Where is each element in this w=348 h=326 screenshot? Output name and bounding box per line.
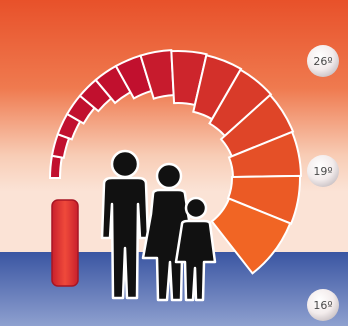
man-figure <box>100 149 150 300</box>
arc-segment <box>210 197 292 275</box>
temperature-bar-icon <box>51 199 79 287</box>
heating-arc-gauge-icon <box>48 49 302 275</box>
woman-figure <box>141 162 198 302</box>
temp-scale-mid: 19º <box>307 155 339 187</box>
temp-label-high: 26º <box>313 55 332 68</box>
temp-label-low: 16º <box>313 299 332 312</box>
child-figure <box>174 196 217 302</box>
arc-segment <box>48 154 63 179</box>
temp-scale-low: 16º <box>307 289 339 321</box>
family-silhouette-icon <box>100 149 217 302</box>
temp-label-mid: 19º <box>313 165 332 178</box>
temp-scale-high: 26º <box>307 45 339 77</box>
